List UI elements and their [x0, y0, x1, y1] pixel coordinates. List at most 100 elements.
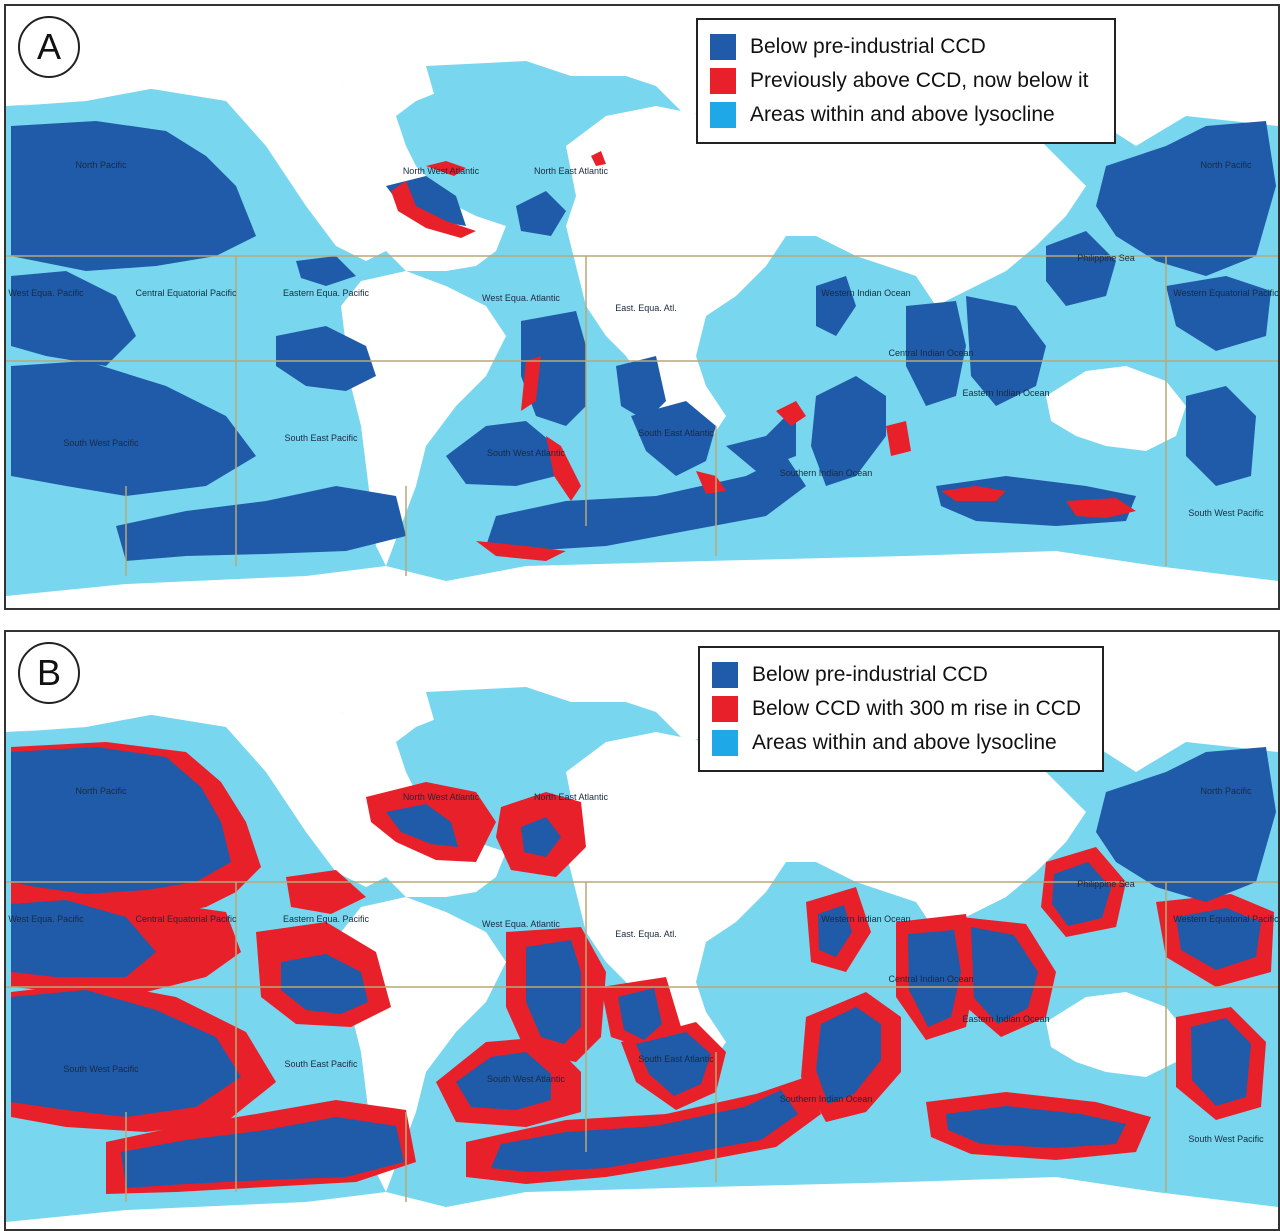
region-label: Central Equatorial Pacific — [135, 914, 237, 924]
australia — [1046, 366, 1186, 451]
eurasia-africa — [566, 712, 1086, 1082]
region-label: Eastern Equa. Pacific — [283, 914, 370, 924]
region-label: Western Equatorial Pacific — [1173, 914, 1278, 924]
legend: Below pre-industrial CCD Previously abov… — [696, 18, 1116, 144]
region-label: South West Atlantic — [487, 1074, 565, 1084]
map-panel-a: North Pacific North West Atlantic North … — [4, 4, 1280, 610]
western-indian-ocean — [816, 276, 856, 336]
north-east-atlantic — [516, 191, 566, 236]
south-west-atlantic — [446, 421, 556, 486]
region-label: Eastern Indian Ocean — [962, 1014, 1049, 1024]
region-label: North East Atlantic — [534, 166, 609, 176]
north-pacific-west — [11, 121, 256, 271]
legend-label: Previously above CCD, now below it — [750, 69, 1089, 92]
north-america — [16, 76, 506, 271]
western-equatorial-pacific — [1166, 276, 1271, 351]
south-america — [341, 271, 506, 566]
legend-item: Below pre-industrial CCD — [712, 658, 1090, 692]
region-label: North West Atlantic — [403, 792, 480, 802]
panel-badge: A — [18, 16, 80, 78]
region-label: North Pacific — [75, 160, 127, 170]
swatch-light-blue — [712, 730, 738, 756]
ocean-map-b: North Pacific North West Atlantic North … — [6, 632, 1278, 1229]
legend: Below pre-industrial CCD Below CCD with … — [698, 646, 1104, 772]
region-label: South East Pacific — [284, 433, 358, 443]
region-label: South West Atlantic — [487, 448, 565, 458]
legend-item: Areas within and above lysocline — [710, 98, 1102, 132]
eastern-indian-ocean — [966, 296, 1046, 406]
panel-badge: B — [18, 642, 80, 704]
legend-item: Below CCD with 300 m rise in CCD — [712, 692, 1090, 726]
newly-below-ccd-regions — [391, 151, 1136, 561]
legend-item: Previously above CCD, now below it — [710, 64, 1102, 98]
region-label: Western Equatorial Pacific — [1173, 288, 1278, 298]
eurasia-africa — [566, 86, 1086, 456]
region-labels: North Pacific North West Atlantic North … — [8, 160, 1278, 518]
region-label: Eastern Equa. Pacific — [283, 288, 370, 298]
swatch-light-blue — [710, 102, 736, 128]
central-indian-ocean — [906, 301, 966, 406]
southern-ocean-atlantic — [486, 456, 806, 551]
region-label: South West Pacific — [1188, 508, 1264, 518]
region-label: Eastern Indian Ocean — [962, 388, 1049, 398]
legend-label: Below CCD with 300 m rise in CCD — [752, 697, 1082, 720]
legend-label: Areas within and above lysocline — [750, 103, 1055, 126]
region-label: West Equa. Pacific — [8, 914, 84, 924]
region-label: Central Indian Ocean — [888, 348, 973, 358]
swatch-red — [712, 696, 738, 722]
philippine-sea — [1046, 231, 1116, 306]
region-boundaries — [6, 255, 1278, 576]
north-america — [16, 702, 506, 897]
antarctica — [6, 551, 1278, 608]
region-label: Western Indian Ocean — [821, 288, 910, 298]
region-label: North Pacific — [1200, 160, 1252, 170]
region-label: Southern Indian Ocean — [780, 468, 873, 478]
below-ccd-regions — [11, 747, 1276, 1188]
greenland-shelf — [426, 687, 586, 782]
region-labels: North Pacific North West Atlantic North … — [8, 786, 1278, 1144]
region-label: West Equa. Atlantic — [482, 919, 560, 929]
legend-label: Below pre-industrial CCD — [752, 663, 988, 686]
region-label: North Pacific — [1200, 786, 1252, 796]
south-east-pacific-basin — [276, 326, 376, 391]
ocean-map-a: North Pacific North West Atlantic North … — [6, 6, 1278, 608]
agulhas-basin — [726, 406, 796, 471]
region-label: North West Atlantic — [403, 166, 480, 176]
south-pacific-basin — [116, 486, 406, 561]
region-label: West Equa. Pacific — [8, 288, 84, 298]
equatorial-atlantic — [521, 311, 586, 426]
legend-item: Areas within and above lysocline — [712, 726, 1090, 760]
region-label: East. Equa. Atl. — [615, 303, 677, 313]
region-label: North East Atlantic — [534, 792, 609, 802]
region-label: Central Indian Ocean — [888, 974, 973, 984]
region-label: West Equa. Atlantic — [482, 293, 560, 303]
region-label: South West Pacific — [63, 438, 139, 448]
legend-item: Below pre-industrial CCD — [710, 30, 1102, 64]
region-label: Philippine Sea — [1077, 879, 1135, 889]
region-label: Western Indian Ocean — [821, 914, 910, 924]
legend-label: Below pre-industrial CCD — [750, 35, 986, 58]
region-label: North Pacific — [75, 786, 127, 796]
region-label: South East Pacific — [284, 1059, 358, 1069]
swatch-red — [710, 68, 736, 94]
region-label: South West Pacific — [1188, 1134, 1264, 1144]
greenland-shelf — [426, 61, 586, 156]
swatch-deep-blue — [712, 662, 738, 688]
region-label: South East Atlantic — [638, 428, 714, 438]
south-west-pacific-west — [11, 361, 256, 496]
swatch-deep-blue — [710, 34, 736, 60]
south-east-atlantic — [631, 401, 716, 476]
region-label: South West Pacific — [63, 1064, 139, 1074]
north-pacific-east — [1096, 121, 1276, 276]
south-west-pacific-east — [1186, 386, 1256, 486]
map-panel-b: North Pacific North West Atlantic North … — [4, 630, 1280, 1231]
west-equatorial-pacific — [11, 271, 136, 366]
region-label: Southern Indian Ocean — [780, 1094, 873, 1104]
region-label: East. Equa. Atl. — [615, 929, 677, 939]
eastern-equatorial-pacific — [296, 256, 356, 286]
legend-label: Areas within and above lysocline — [752, 731, 1057, 754]
region-label: South East Atlantic — [638, 1054, 714, 1064]
east-atlantic-basin — [616, 356, 666, 421]
region-label: Central Equatorial Pacific — [135, 288, 237, 298]
region-label: Philippine Sea — [1077, 253, 1135, 263]
